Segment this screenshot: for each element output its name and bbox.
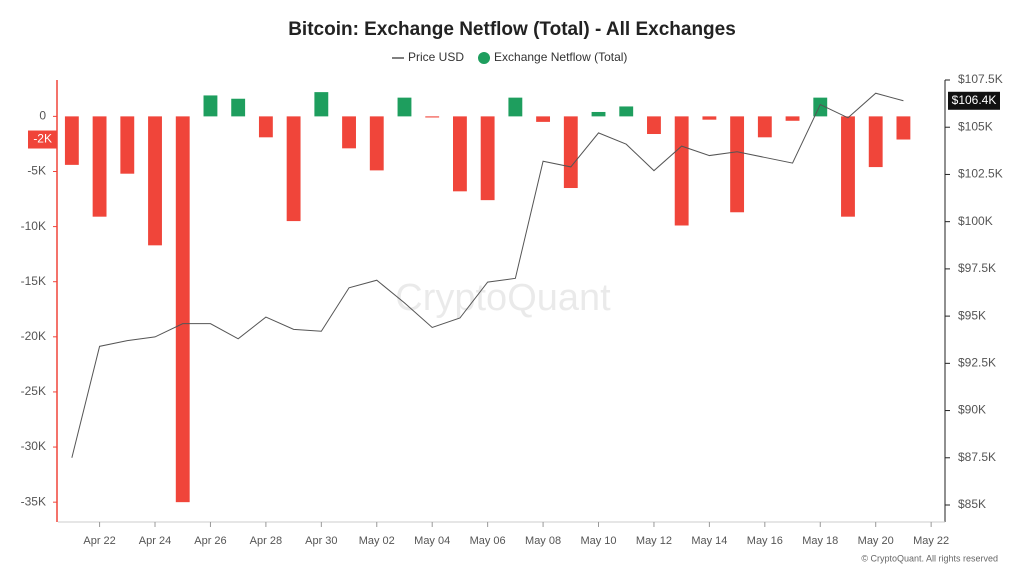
- x-tick-label: Apr 22: [83, 535, 115, 547]
- current-price-box: [948, 91, 1000, 110]
- bar: [203, 95, 218, 117]
- x-tick-label: May 16: [747, 535, 783, 547]
- y-tick-label: -35K: [21, 494, 46, 508]
- bar: [120, 116, 135, 174]
- bar: [342, 116, 356, 149]
- bar: [591, 111, 606, 117]
- bar: [314, 92, 329, 117]
- bar: [92, 116, 107, 217]
- bar: [286, 116, 301, 222]
- bar: [148, 116, 162, 246]
- y2-tick-label: $85K: [958, 497, 986, 511]
- bar: [175, 116, 190, 503]
- current-netflow-box: [28, 130, 57, 149]
- bar: [730, 116, 745, 213]
- chart-title: Bitcoin: Exchange Netflow (Total) - All …: [288, 19, 736, 40]
- bar: [64, 116, 79, 165]
- y-tick-label: -10K: [21, 219, 46, 233]
- bar: [868, 116, 883, 168]
- y-tick-label: -15K: [21, 274, 46, 288]
- x-tick-label: Apr 26: [194, 535, 226, 547]
- legend-label: Exchange Netflow (Total): [494, 50, 627, 64]
- y-tick-label: -30K: [21, 439, 46, 453]
- x-tick-label: Apr 28: [250, 535, 282, 547]
- footer: © CryptoQuant. All rights reserved: [861, 553, 998, 563]
- current-price-label: $106.4K: [952, 93, 997, 107]
- bar: [563, 116, 578, 189]
- bar: [452, 116, 467, 192]
- x-tick-label: Apr 24: [139, 535, 171, 547]
- legend-dot: [478, 52, 491, 64]
- y2-tick-label: $92.5K: [958, 356, 996, 370]
- y2-tick-label: $105K: [958, 119, 993, 133]
- bar: [536, 116, 551, 122]
- y2-tick-label: $87.5K: [958, 450, 996, 464]
- bar: [896, 116, 911, 140]
- y2-tick-label: $90K: [958, 403, 986, 417]
- bar: [231, 98, 246, 117]
- bar: [397, 97, 412, 117]
- x-tick-label: May 14: [691, 535, 727, 547]
- current-netflow-label: -2K: [33, 132, 52, 146]
- bar: [674, 116, 689, 226]
- bar: [258, 116, 273, 138]
- x-tick-label: Apr 30: [305, 535, 337, 547]
- y2-tick-label: $97.5K: [958, 261, 996, 275]
- x-tick-label: May 20: [858, 535, 894, 547]
- x-tick-label: May 04: [414, 535, 450, 547]
- bar: [508, 97, 523, 117]
- bar: [647, 116, 661, 135]
- bar: [702, 116, 717, 120]
- y2-tick-label: $100K: [958, 214, 993, 228]
- bar: [619, 106, 634, 117]
- bar: [369, 116, 384, 171]
- watermark: CryptoQuant: [395, 277, 611, 319]
- x-tick-label: May 22: [913, 535, 949, 547]
- y-tick-label: -20K: [21, 329, 46, 343]
- bar: [480, 116, 495, 201]
- bar: [841, 116, 855, 217]
- legend-label: Price USD: [408, 50, 464, 64]
- x-tick-label: May 18: [802, 535, 838, 547]
- y-tick-label: 0: [39, 109, 46, 123]
- y2-tick-label: $102.5K: [958, 167, 1003, 181]
- x-tick-label: May 06: [470, 535, 506, 547]
- y-tick-label: -5K: [27, 164, 46, 178]
- x-tick-label: May 02: [359, 535, 395, 547]
- y2-tick-label: $107.5K: [958, 72, 1003, 86]
- y2-tick-label: $95K: [958, 308, 986, 322]
- bar: [425, 116, 440, 118]
- bar: [757, 116, 772, 138]
- bar: [785, 116, 800, 121]
- price-line: [71, 92, 904, 458]
- x-tick-label: May 10: [580, 535, 616, 547]
- x-tick-label: May 08: [525, 535, 561, 547]
- x-tick-label: May 12: [636, 535, 672, 547]
- y-tick-label: -25K: [21, 384, 46, 398]
